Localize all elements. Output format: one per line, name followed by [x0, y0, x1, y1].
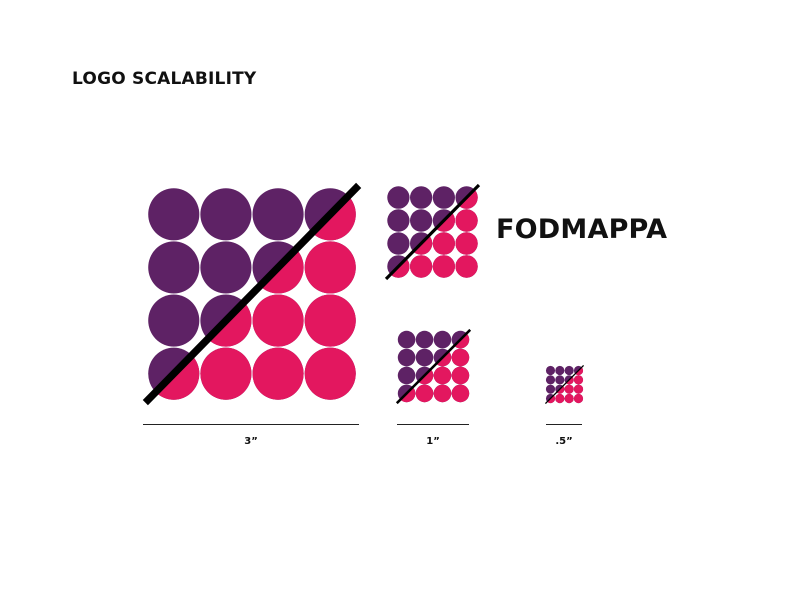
logo-dot-pink-half	[433, 384, 452, 403]
logo-dot	[555, 365, 565, 376]
logo-dot	[433, 330, 452, 349]
logo-slash	[544, 364, 585, 405]
logo-dot-pink-half	[573, 384, 584, 394]
brand-wordmark: FODMAPPA	[496, 214, 668, 245]
logo-dot	[415, 330, 434, 349]
logo-dot	[410, 209, 433, 232]
logo-dot-pink-half	[252, 294, 304, 347]
logo-dot-pink-half	[304, 241, 356, 294]
logo-dot	[397, 348, 416, 367]
logo-dot-pink-half	[200, 347, 252, 400]
logo-dot	[397, 330, 416, 349]
scale-label-half-in: .5”	[555, 436, 573, 447]
logo-dot	[387, 232, 410, 255]
logo-dot	[397, 366, 416, 385]
logo-slash	[384, 183, 481, 281]
logo-dot	[148, 294, 200, 347]
scale-label-3in: 3”	[244, 436, 258, 447]
logo-dot	[432, 186, 455, 209]
logo-dot	[545, 384, 556, 394]
scale-line-1in	[397, 424, 469, 425]
logo-mark-medium	[384, 183, 481, 281]
logo-dot-pink-half	[252, 347, 304, 400]
logo-dot-pink-half	[455, 255, 478, 278]
logo-dot-pink-half	[564, 384, 574, 394]
logo-dot	[410, 186, 433, 209]
logo-dot-pink-half	[432, 255, 455, 278]
logo-dot-pink-half	[304, 294, 356, 347]
logo-dot-pink-half	[455, 232, 478, 255]
logo-dot	[387, 186, 410, 209]
scale-line-half-in	[546, 424, 582, 425]
logo-dot-pink-half	[433, 366, 452, 385]
logo-dot	[252, 188, 304, 241]
logo-slash	[395, 328, 472, 405]
logo-dot-pink-half	[455, 209, 478, 232]
logo-dot-pink-half	[555, 393, 565, 404]
logo-mark-small	[395, 328, 472, 405]
logo-mark-tiny	[544, 364, 585, 405]
logo-dot	[555, 375, 565, 385]
logo-dot-pink-half	[564, 393, 574, 404]
logo-dot	[148, 241, 200, 294]
logo-dot	[415, 348, 434, 367]
logo-dot	[200, 241, 252, 294]
logo-dot-pink-half	[415, 384, 434, 403]
logo-dot	[564, 365, 574, 376]
logo-dot-pink-half	[304, 347, 356, 400]
logo-dot-pink-half	[451, 384, 470, 403]
logo-dot-pink-half	[451, 366, 470, 385]
logo-dot	[148, 188, 200, 241]
logo-dot-pink-half	[451, 348, 470, 367]
scale-line-3in	[143, 424, 359, 425]
logo-dot	[545, 365, 556, 376]
logo-dot	[545, 375, 556, 385]
logo-dot	[200, 188, 252, 241]
scale-label-1in: 1”	[426, 436, 440, 447]
logo-dot-pink-half	[573, 375, 584, 385]
logo-dot-pink-half	[432, 232, 455, 255]
logo-dot	[387, 209, 410, 232]
page-title: LOGO SCALABILITY	[72, 69, 257, 89]
logo-dot-pink-half	[573, 393, 584, 404]
logo-mark-large	[142, 182, 362, 406]
logo-slash	[142, 182, 362, 406]
logo-dot-pink-half	[410, 255, 433, 278]
